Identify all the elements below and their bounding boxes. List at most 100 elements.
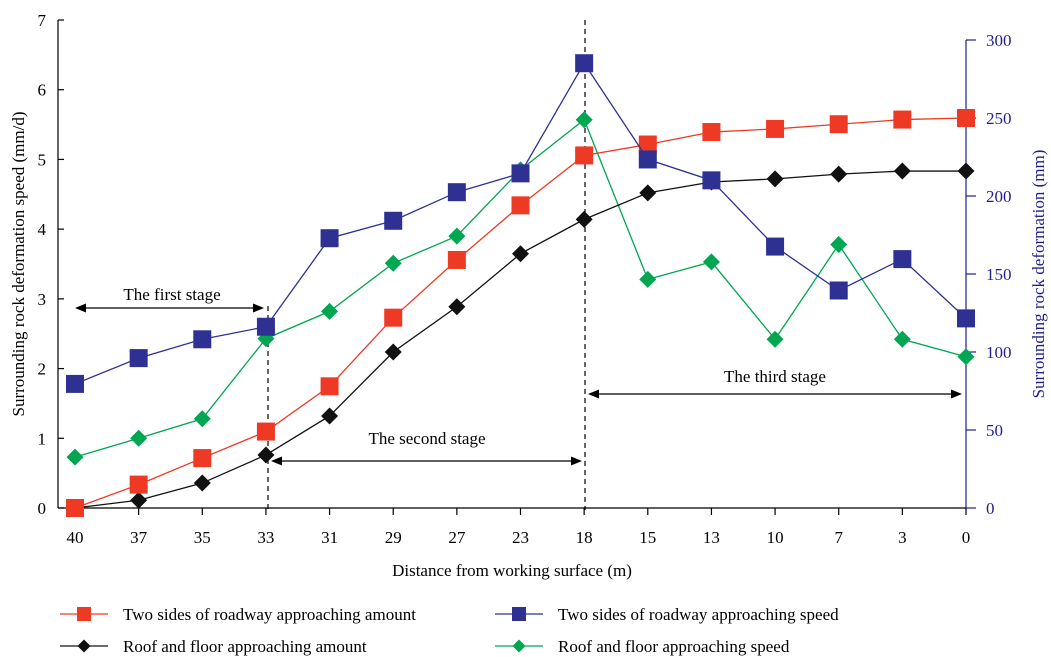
second-stage-label: The second stage	[368, 429, 485, 448]
right-y-tick-label: 150	[986, 265, 1012, 284]
right-y-tick-label: 100	[986, 343, 1012, 362]
x-axis-title: Distance from working surface (m)	[392, 561, 632, 580]
left-y-tick-label: 1	[38, 429, 47, 448]
data-point	[448, 227, 466, 245]
series-layer	[66, 54, 975, 517]
data-point	[66, 374, 84, 393]
data-point	[384, 308, 403, 327]
data-point	[957, 309, 975, 328]
data-point	[321, 407, 339, 425]
series-3	[66, 162, 975, 517]
x-ticks: 40 37 35 33 31 29 27 23 18 15 13 10 7 3 0	[67, 508, 971, 547]
right-y-tick-label: 250	[986, 109, 1012, 128]
data-point	[257, 446, 275, 464]
data-point	[511, 196, 530, 215]
x-tick-label: 7	[834, 528, 843, 547]
legend-marker	[512, 607, 526, 621]
data-point	[575, 54, 594, 73]
data-point	[893, 162, 911, 180]
legend-item: Roof and floor approaching amount	[60, 637, 367, 656]
third-stage-arrowhead-left	[588, 389, 599, 399]
data-point	[829, 281, 848, 300]
legend-label: Roof and floor approaching speed	[558, 637, 790, 656]
right-y-tick-label: 300	[986, 31, 1012, 50]
data-point	[575, 111, 593, 129]
x-tick-label: 27	[448, 528, 466, 547]
first-stage-arrowhead-right	[253, 303, 264, 313]
second-stage-arrowhead-left	[271, 456, 282, 466]
data-point	[638, 150, 657, 169]
left-y-tick-label: 2	[38, 360, 47, 379]
x-tick-label: 33	[257, 528, 274, 547]
data-point	[957, 348, 975, 366]
data-point	[511, 164, 530, 183]
data-point	[766, 330, 784, 348]
right-y-tick-label: 0	[986, 499, 995, 518]
data-point	[193, 330, 212, 349]
x-tick-label: 0	[962, 528, 971, 547]
data-point	[893, 250, 912, 269]
data-point	[957, 109, 975, 127]
data-point	[129, 475, 148, 494]
x-tick-label: 35	[194, 528, 211, 547]
data-point	[256, 422, 275, 441]
legend-marker	[77, 639, 91, 653]
legend: Two sides of roadway approaching amount T…	[60, 605, 839, 656]
x-tick-label: 31	[321, 528, 338, 547]
data-point	[130, 491, 148, 509]
data-point	[702, 253, 720, 271]
legend-marker	[512, 639, 526, 653]
right-y-axis-title: Surrounding rock deformation (mm)	[1029, 150, 1048, 399]
first-stage-arrowhead-left	[75, 303, 86, 313]
data-point	[893, 330, 911, 348]
data-point	[830, 165, 848, 183]
axes	[57, 20, 967, 509]
right-y-ticks: 0 50 100 150 200 250 300	[966, 31, 1012, 518]
series-1	[66, 109, 975, 517]
left-y-tick-label: 3	[38, 290, 47, 309]
data-point	[448, 298, 466, 316]
second-stage-arrowhead-right	[571, 456, 582, 466]
x-tick-label: 37	[130, 528, 148, 547]
data-point	[256, 317, 275, 336]
left-y-tick-label: 6	[38, 81, 47, 100]
third-stage-label: The third stage	[724, 367, 826, 386]
stage-annotations: The first stage The second stage The thi…	[75, 20, 962, 510]
data-point	[766, 237, 785, 256]
x-tick-label: 10	[767, 528, 784, 547]
legend-item: Two sides of roadway approaching amount	[60, 605, 416, 624]
data-point	[830, 235, 848, 253]
legend-item: Roof and floor approaching speed	[495, 637, 790, 656]
x-tick-label: 15	[639, 528, 656, 547]
data-point	[639, 270, 657, 288]
data-point	[384, 343, 402, 361]
x-tick-label: 23	[512, 528, 529, 547]
left-y-tick-label: 0	[38, 499, 47, 518]
x-tick-label: 29	[385, 528, 402, 547]
right-y-tick-label: 50	[986, 421, 1003, 440]
left-y-tick-label: 7	[38, 11, 47, 30]
left-y-tick-label: 5	[38, 150, 47, 169]
data-point	[66, 448, 84, 466]
x-tick-label: 13	[703, 528, 720, 547]
data-point	[702, 171, 721, 190]
data-point	[575, 146, 594, 165]
legend-label: Two sides of roadway approaching amount	[123, 605, 416, 624]
third-stage-arrowhead-right	[951, 389, 962, 399]
x-tick-label: 40	[67, 528, 84, 547]
data-point	[447, 183, 466, 202]
data-point	[193, 410, 211, 428]
data-point	[829, 115, 848, 134]
data-point	[66, 499, 84, 517]
data-point	[766, 170, 784, 188]
x-tick-label: 18	[576, 528, 593, 547]
data-point	[384, 211, 403, 230]
legend-item: Two sides of roadway approaching speed	[495, 605, 839, 624]
data-point	[702, 123, 721, 142]
data-point	[639, 184, 657, 202]
data-point	[766, 119, 785, 138]
data-point	[575, 210, 593, 228]
first-stage-label: The first stage	[123, 285, 220, 304]
left-y-tick-label: 4	[38, 220, 47, 239]
left-y-ticks: 0 1 2 3 4 5 6 7	[38, 11, 64, 518]
